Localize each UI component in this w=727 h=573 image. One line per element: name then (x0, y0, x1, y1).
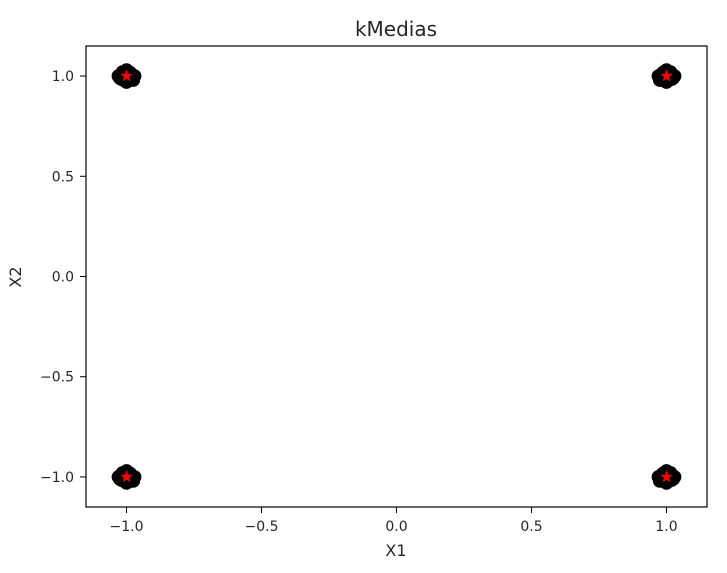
x-tick-label: 0.0 (385, 519, 407, 535)
centroid-marker (120, 69, 133, 82)
x-tick-label: 1.0 (655, 519, 677, 535)
centroid-marker (120, 470, 133, 483)
y-tick-label: 0.5 (52, 169, 74, 185)
x-tick-label: 0.5 (520, 519, 542, 535)
axes-frame (85, 45, 708, 508)
centroid-marker (660, 470, 673, 483)
y-tick-label: −0.5 (40, 370, 74, 386)
chart-title: kMedias (355, 17, 437, 41)
centroids-layer (120, 69, 673, 483)
y-tick-label: 1.0 (52, 69, 74, 85)
y-tick-label: −1.0 (40, 470, 74, 486)
centroid-marker (660, 69, 673, 82)
x-tick-label: −1.0 (110, 519, 144, 535)
x-tick-label: −0.5 (245, 519, 279, 535)
plot-area (85, 45, 708, 508)
y-tick-label: 0.0 (52, 270, 74, 286)
x-axis-label: X1 (385, 541, 406, 560)
y-axis-label: X2 (6, 266, 25, 287)
x-axis: −1.0 −0.5 0.0 0.5 1.0 (110, 507, 678, 535)
y-axis: −1.0 −0.5 0.0 0.5 1.0 (40, 69, 86, 486)
